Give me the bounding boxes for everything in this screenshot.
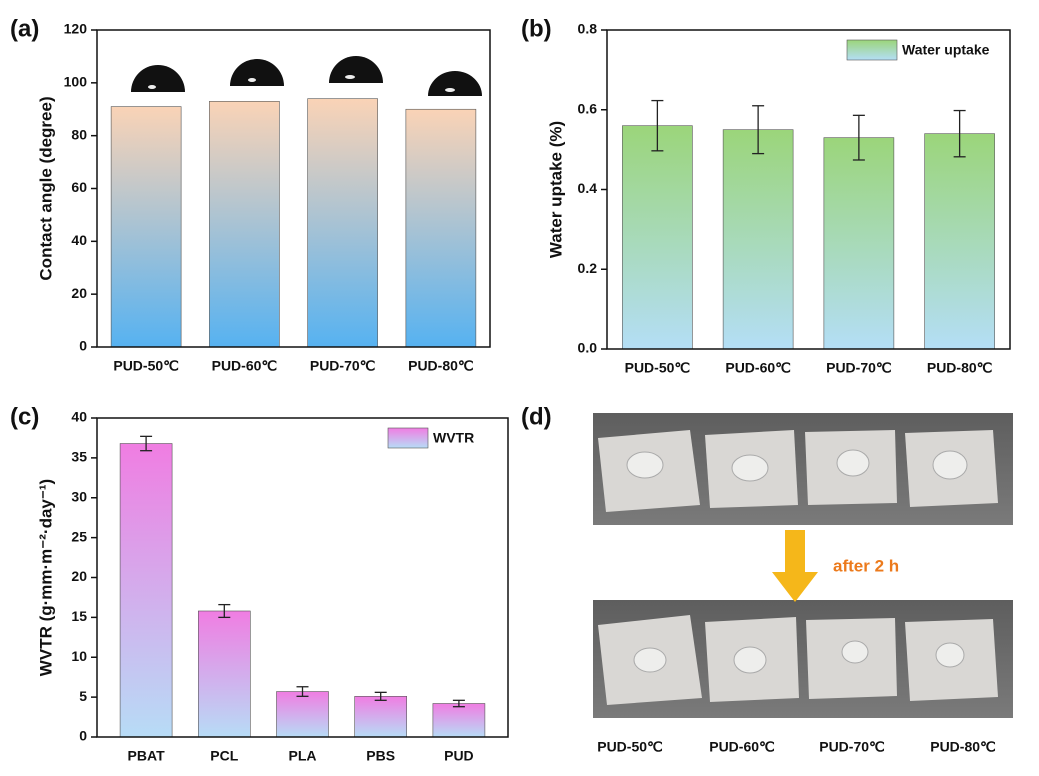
panel-label: (b): [521, 15, 552, 42]
y-tick-label: 10: [71, 648, 87, 664]
bar: [722, 129, 794, 350]
bar: [307, 98, 378, 348]
droplet-shine: [248, 78, 256, 82]
legend-swatch: [387, 427, 429, 449]
y-tick-label: 40: [71, 409, 87, 425]
droplet-shine: [148, 85, 156, 89]
photo-label: PUD-50℃: [597, 739, 663, 755]
droplet: [329, 56, 383, 83]
y-tick-label: 120: [64, 21, 88, 37]
y-tick-label: 0.4: [578, 180, 598, 196]
droplet-shine: [445, 88, 455, 92]
bar: [405, 108, 477, 348]
bar: [209, 101, 280, 348]
bar: [198, 610, 251, 738]
panel-label: (d): [521, 403, 552, 430]
legend-label: Water uptake: [902, 42, 990, 58]
y-axis-label: Water uptake (%): [546, 121, 565, 258]
x-tick-label: PUD: [444, 748, 474, 764]
x-tick-label: PBS: [366, 748, 395, 764]
y-tick-label: 0: [79, 728, 87, 744]
bar: [823, 137, 895, 350]
plot-frame: [606, 29, 1011, 350]
y-tick-label: 20: [71, 285, 87, 301]
x-tick-label: PUD-60℃: [212, 358, 278, 374]
droplet: [428, 71, 482, 96]
drops: [626, 449, 968, 482]
y-tick-label: 35: [71, 449, 87, 465]
panel-label: (a): [10, 15, 39, 42]
y-tick-label: 15: [71, 608, 87, 624]
y-tick-label: 0.0: [578, 340, 598, 356]
y-axis-label: WVTR (g·mm·m⁻²·day⁻¹): [36, 479, 55, 676]
photo-label: PUD-70℃: [819, 739, 885, 755]
droplet-shine: [345, 75, 355, 79]
y-tick-label: 5: [79, 688, 87, 704]
photo-label: PUD-80℃: [930, 739, 996, 755]
x-tick-label: PCL: [210, 748, 238, 764]
photo-label: PUD-60℃: [709, 739, 775, 755]
bar: [276, 691, 329, 738]
x-tick-label: PLA: [289, 748, 317, 764]
photos: [593, 413, 1013, 718]
y-tick-label: 60: [71, 179, 87, 195]
legend-swatch: [846, 39, 898, 61]
droplet: [131, 65, 185, 92]
bar: [924, 133, 995, 350]
droplets: [131, 56, 482, 96]
y-tick-label: 0.8: [578, 21, 598, 37]
legend-label: WVTR: [433, 430, 474, 446]
x-tick-label: PUD-80℃: [927, 360, 993, 376]
y-tick-label: 0.6: [578, 100, 598, 116]
x-tick-label: PUD-70℃: [310, 358, 376, 374]
x-tick-label: PUD-50℃: [113, 358, 179, 374]
droplet: [230, 59, 284, 86]
panel-label: (c): [10, 403, 39, 430]
bar: [622, 125, 693, 350]
bar: [110, 106, 182, 348]
x-tick-label: PUD-70℃: [826, 360, 892, 376]
drops: [633, 640, 965, 674]
x-tick-label: PBAT: [128, 748, 166, 764]
bar: [432, 703, 486, 738]
y-tick-label: 100: [64, 74, 88, 90]
y-tick-label: 40: [71, 232, 87, 248]
plot-frame: [96, 29, 491, 348]
x-tick-label: PUD-60℃: [725, 360, 791, 376]
x-tick-label: PUD-80℃: [408, 358, 474, 374]
y-tick-label: 20: [71, 568, 87, 584]
y-tick-label: 25: [71, 528, 87, 544]
plot-frame: [96, 417, 509, 738]
arrow: [772, 530, 818, 602]
note: after 2 h: [833, 556, 899, 575]
bar: [119, 443, 173, 738]
y-tick-label: 80: [71, 126, 87, 142]
x-tick-label: PUD-50℃: [625, 360, 691, 376]
y-tick-label: 30: [71, 488, 87, 504]
bar: [354, 696, 408, 738]
y-tick-label: 0.2: [578, 260, 598, 276]
y-axis-label: Contact angle (degree): [36, 96, 55, 280]
y-tick-label: 0: [79, 338, 87, 354]
